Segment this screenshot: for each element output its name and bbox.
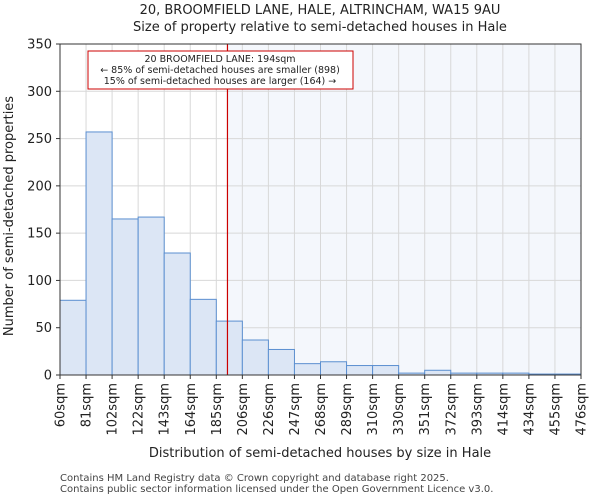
y-tick-label: 100	[27, 274, 52, 289]
footer-attribution-1: Contains HM Land Registry data © Crown c…	[60, 473, 449, 484]
bar	[346, 365, 374, 376]
x-tick-label: 247sqm	[288, 383, 303, 436]
bar	[85, 131, 113, 376]
bar	[59, 299, 87, 376]
x-axis-ticks: 60sqm 81sqm 102sqm 122sqm 143sqm 164sqm 185sqm…	[54, 375, 590, 436]
bar	[111, 218, 139, 376]
y-axis-title: Number of semi-detached properties	[2, 96, 17, 336]
x-tick-label: 414sqm	[496, 383, 511, 436]
x-tick-label: 226sqm	[262, 383, 277, 436]
x-tick-label: 206sqm	[236, 383, 251, 436]
x-tick-label: 60sqm	[54, 383, 69, 427]
plot-background	[227, 44, 581, 375]
y-tick-label: 300	[27, 85, 52, 100]
y-tick-label: 350	[27, 38, 52, 53]
y-tick-label: 200	[27, 179, 52, 194]
x-axis-title: Distribution of semi-detached houses by …	[149, 446, 491, 461]
annotation-line-1: 20 BROOMFIELD LANE: 194sqm	[145, 54, 296, 65]
y-tick-label: 50	[35, 321, 52, 336]
chart-subtitle: Size of property relative to semi-detach…	[133, 20, 507, 35]
x-tick-label: 122sqm	[132, 383, 147, 436]
annotation-line-2: ← 85% of semi-detached houses are smalle…	[100, 65, 340, 76]
y-tick-label: 250	[27, 132, 52, 147]
bar	[267, 348, 295, 376]
bar	[215, 320, 243, 376]
x-tick-label: 185sqm	[210, 383, 225, 436]
y-tick-label: 0	[44, 369, 52, 384]
bar	[372, 365, 400, 376]
x-tick-label: 393sqm	[470, 383, 485, 436]
x-tick-label: 102sqm	[106, 383, 121, 436]
bar	[163, 252, 191, 376]
larger-region-shade	[227, 44, 581, 375]
x-tick-label: 310sqm	[366, 383, 381, 436]
annotation-box: 20 BROOMFIELD LANE: 194sqm ← 85% of semi…	[87, 50, 354, 90]
y-axis-ticks: 0 50 100 150 200 250 300 350	[27, 38, 60, 384]
bar	[320, 361, 348, 376]
x-tick-label: 372sqm	[444, 383, 459, 436]
x-tick-label: 268sqm	[314, 383, 329, 436]
y-tick-label: 150	[27, 227, 52, 242]
x-tick-label: 289sqm	[340, 383, 355, 436]
bar	[424, 369, 452, 376]
gridlines	[60, 43, 581, 375]
x-tick-label: 476sqm	[575, 383, 590, 436]
x-tick-label: 351sqm	[418, 383, 433, 436]
x-tick-label: 330sqm	[392, 383, 407, 436]
bar	[241, 339, 269, 376]
x-tick-label: 455sqm	[548, 383, 563, 436]
bar	[189, 298, 217, 376]
bar	[293, 363, 322, 376]
chart-title: 20, BROOMFIELD LANE, HALE, ALTRINCHAM, W…	[140, 3, 501, 18]
x-tick-label: 81sqm	[80, 383, 95, 427]
x-tick-label: 434sqm	[522, 383, 537, 436]
x-tick-label: 143sqm	[158, 383, 173, 436]
x-tick-label: 164sqm	[184, 383, 199, 436]
annotation-line-3: 15% of semi-detached houses are larger (…	[104, 76, 337, 87]
footer-attribution-2: Contains public sector information licen…	[60, 484, 494, 495]
bar	[137, 216, 165, 376]
